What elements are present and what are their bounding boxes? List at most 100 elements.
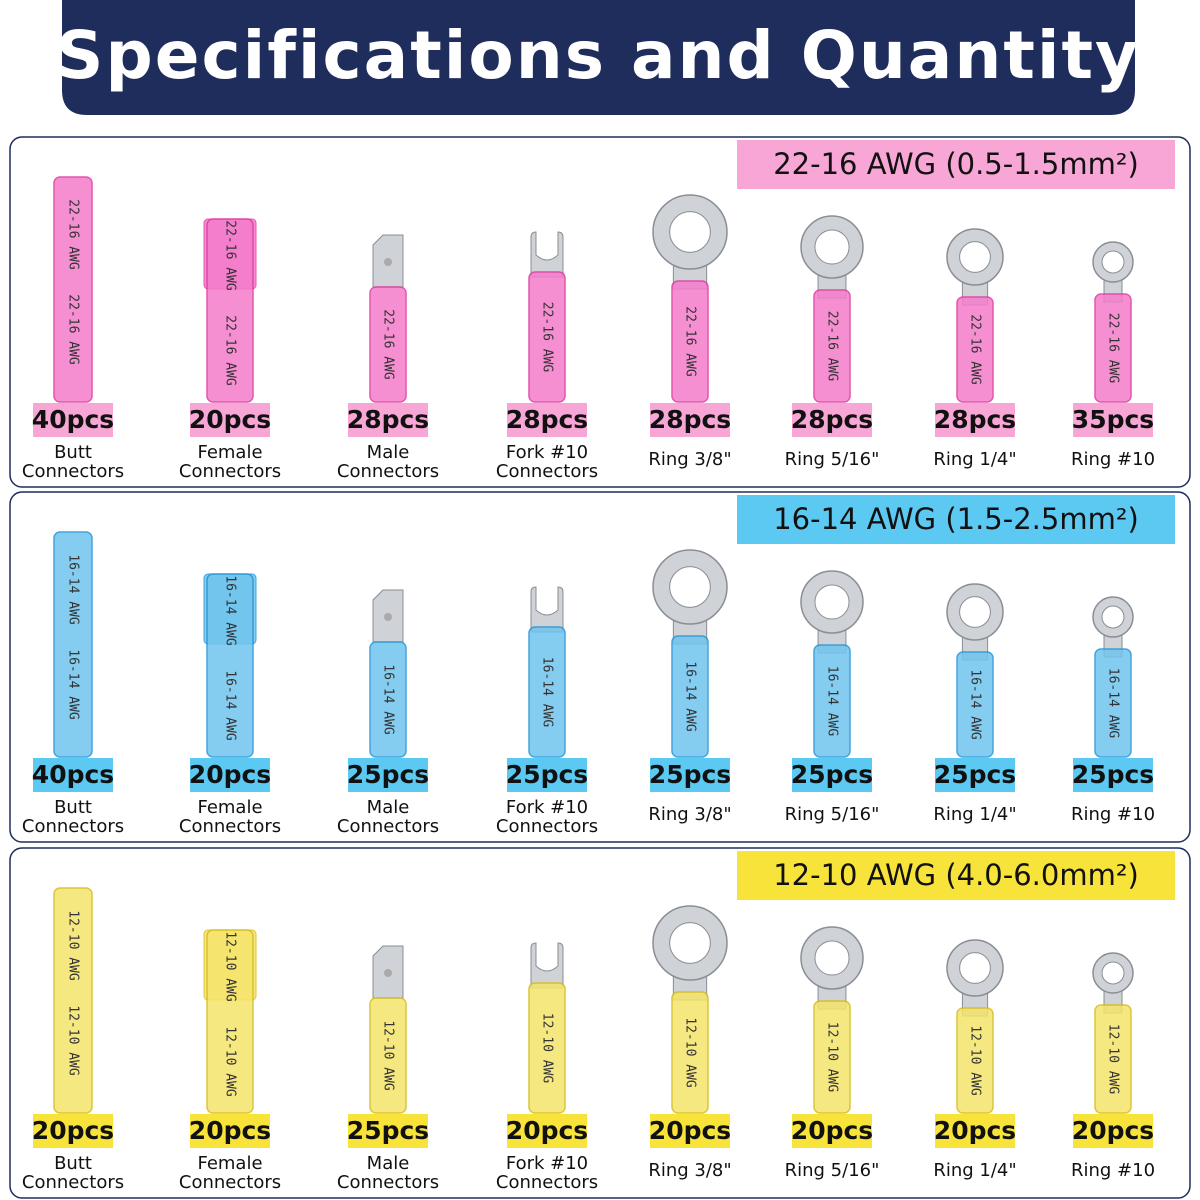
connector-fork [530,231,564,278]
item-name: Ring 5/16" [785,1160,880,1181]
connector-marking: 22-16 AWG [540,302,555,373]
quantity-bg [1073,403,1153,437]
connector-marking: 22-16 AWG [1106,313,1121,384]
item-name: Connectors [496,461,598,482]
quantity-bg [650,403,730,437]
quantity: 20pcs [32,1116,114,1145]
connector-marking: 16-14 AWG [66,554,81,625]
connector: 16-14 AWG [652,549,728,758]
quantity: 28pcs [934,405,1016,434]
item-name: Connectors [22,1172,124,1193]
section-frame [9,491,1191,843]
quantity: 20pcs [791,1116,873,1145]
section-heading-bg [737,851,1175,900]
item-name: Connectors [496,1172,598,1193]
connector-body [206,929,254,1114]
quantity: 20pcs [1072,1116,1154,1145]
connector-marking: 12-10 AWG [968,1025,983,1096]
connector: 16-14 AWG [946,583,1004,758]
connector-hole [669,566,711,608]
connector-hole [959,241,991,273]
connector-hole [814,584,850,620]
connector-marking: 12-10 AWG [683,1017,698,1088]
connector-marking: 12-10 AWG [223,1026,238,1097]
connector-marking: 12-10 AWG [825,1022,840,1093]
item-name: Ring 5/16" [785,449,880,470]
connector: 22-16 AWG [800,215,864,403]
section-frame [9,847,1191,1199]
item-name: Ring 3/8" [648,449,731,470]
item-name: Ring #10 [1071,804,1155,825]
connector-body [369,641,407,758]
item-name: Fork #10 [506,797,588,818]
connector-marking: 12-10 AWG [381,1020,396,1091]
connector-body [206,573,254,758]
connector-dimple [384,613,392,621]
quantity: 28pcs [791,405,873,434]
item-name: Ring #10 [1071,449,1155,470]
quantity: 25pcs [791,760,873,789]
quantity-bg [190,403,270,437]
connector-body [1094,293,1132,403]
connector-marking: 16-14 AWG [223,575,238,646]
connector-hole [814,229,850,265]
connector-marking: 16-14 AWG [968,669,983,740]
connector-dimple [384,258,392,266]
quantity: 40pcs [32,760,114,789]
item-name: Ring 1/4" [933,1160,1016,1181]
quantity: 20pcs [934,1116,1016,1145]
quantity: 25pcs [347,760,429,789]
item-name: Butt [54,797,92,818]
quantity-bg [190,758,270,792]
connector-marking: 22-16 AWG [223,315,238,386]
connector-marking: 12-10 AWG [66,910,81,981]
section-heading-bg [737,495,1175,544]
connector-body [528,626,566,758]
connector-body [369,286,407,403]
connector-body [369,997,407,1114]
connector-marking: 12-10 AWG [66,1005,81,1076]
item-name: Ring 5/16" [785,804,880,825]
quantity-bg [348,1114,428,1148]
quantity: 20pcs [506,1116,588,1145]
quantity: 25pcs [347,1116,429,1145]
quantity: 20pcs [649,1116,731,1145]
connector: 22-16 AWG [946,228,1004,403]
connector-body [1094,648,1132,758]
item-name: Female [197,442,262,463]
quantity: 35pcs [1072,405,1154,434]
connector: 12-10 AWG [946,939,1004,1114]
section-heading: 22-16 AWG (0.5-1.5mm²) [773,147,1139,181]
item-name: Fork #10 [506,1153,588,1174]
connector-hole [959,596,991,628]
connector-marking: 22-16 AWG [66,199,81,270]
connector-marking: 22-16 AWG [381,309,396,380]
quantity: 28pcs [506,405,588,434]
connector-body [813,644,851,758]
item-name: Ring 1/4" [933,449,1016,470]
quantity: 20pcs [189,1116,271,1145]
item-name: Male [367,442,410,463]
connector: 16-14 AWG [800,570,864,758]
quantity: 20pcs [189,405,271,434]
section-frame [9,136,1191,488]
connector-body [671,991,709,1114]
item-name: Ring 3/8" [648,804,731,825]
quantity-bg [650,1114,730,1148]
quantity-bg [1073,1114,1153,1148]
quantity-bg [792,758,872,792]
quantity-bg [507,403,587,437]
connector-marking: 22-16 AWG [968,314,983,385]
connector: 22-16 AWG [652,194,728,403]
quantity: 28pcs [347,405,429,434]
item-name: Connectors [337,461,439,482]
quantity-bg [650,758,730,792]
connector-body [956,1007,994,1114]
connector-body [813,289,851,403]
connector-hole [1101,961,1125,985]
connector-hole [669,922,711,964]
connector-body [813,1000,851,1114]
item-name: Connectors [22,461,124,482]
quantity-bg [33,403,113,437]
